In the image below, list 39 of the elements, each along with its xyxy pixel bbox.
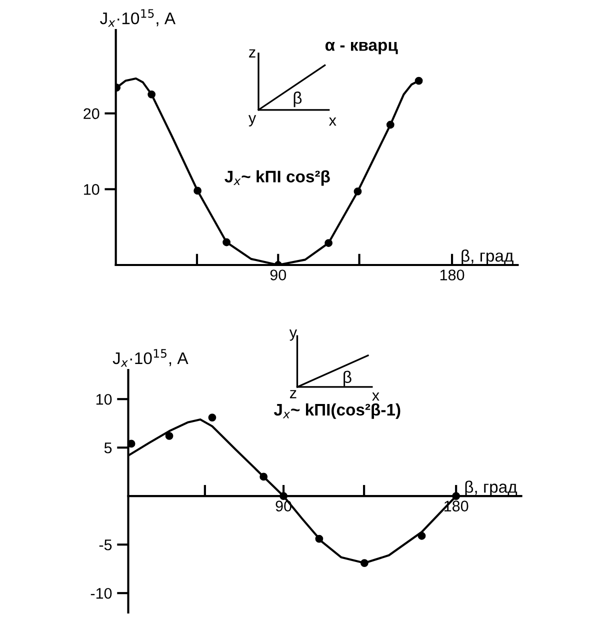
point [128, 440, 136, 448]
text: y [289, 330, 297, 341]
annotation: z [290, 390, 296, 398]
annotation: x [329, 118, 336, 126]
y-axis-title: J$_{x}$·10$^{15}$, А [100, 9, 176, 27]
point [165, 432, 174, 440]
point [260, 472, 268, 481]
point [208, 414, 216, 422]
point [386, 120, 394, 129]
annotation: β [294, 92, 302, 108]
x-axis-title: β, град [462, 249, 514, 265]
x-tick-label: 180 [440, 270, 464, 280]
y-tick-label: -10 [90, 588, 112, 599]
point [315, 534, 324, 543]
point [414, 76, 423, 85]
annotation: x [372, 392, 380, 401]
annotation: z [249, 49, 256, 58]
y-tick-label: 10 [96, 394, 112, 405]
y-tick-label: 10 [84, 184, 100, 195]
x-tick-label: 90 [270, 270, 286, 280]
point [452, 492, 460, 500]
y-axis-title: J$_{x}$·10$^{15}$, А [112, 349, 188, 367]
annotation: α - кварц [325, 42, 398, 54]
point [194, 186, 202, 195]
x-axis-title: β, град [465, 480, 518, 496]
annotation: y [248, 115, 256, 126]
point [324, 239, 333, 247]
annotation: J$_{x}$~ kПI(cos²β-1) [274, 403, 400, 419]
point [222, 238, 230, 246]
annotation: β [344, 370, 352, 386]
point [148, 90, 156, 98]
y-tick-label: -5 [99, 540, 112, 550]
point [280, 492, 288, 500]
y-tick-label: 5 [104, 442, 112, 454]
annotation: J$_{x}$~ kПI cos²β [224, 170, 330, 186]
y-tick-label: 20 [84, 108, 100, 120]
point [354, 188, 362, 196]
point [360, 559, 368, 567]
point [418, 532, 426, 540]
